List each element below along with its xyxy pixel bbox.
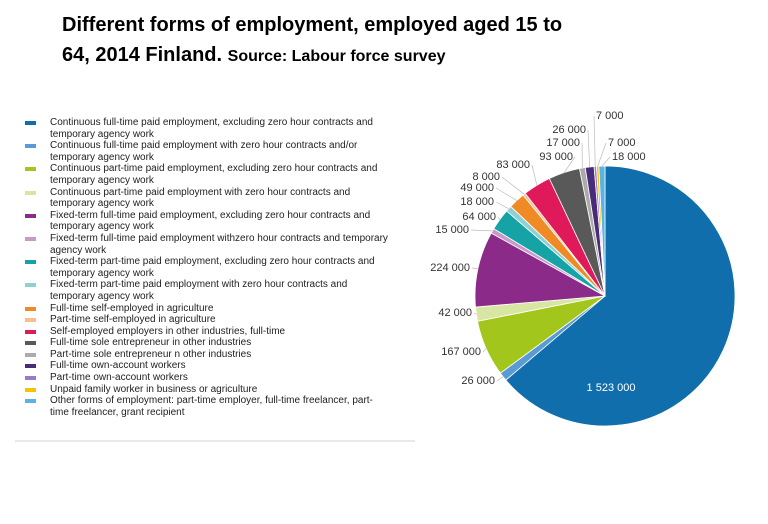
legend-item: Unpaid family worker in business or agri… [25, 384, 390, 396]
leader-line [495, 187, 517, 201]
pie-slice [474, 232, 607, 308]
pie-slice [505, 165, 736, 427]
data-label: 18 000 [460, 196, 494, 208]
legend-label: Full-time self-employed in agriculture [50, 302, 214, 314]
data-label: 7 000 [608, 137, 636, 149]
leader-line [587, 129, 590, 167]
chart-title: Different forms of employment, employed … [62, 14, 563, 66]
legend-label: Continuous full-time paid employment, ex… [50, 117, 373, 140]
data-label: 17 000 [546, 137, 580, 149]
legend-swatch [25, 190, 36, 195]
legend-label: Other forms of employment: part-time emp… [50, 395, 373, 418]
data-label: 1 523 000 [587, 382, 636, 394]
legend-label: Fixed-term part-time paid employment wit… [50, 279, 348, 302]
legend-swatch [25, 341, 36, 346]
data-label: 93 000 [539, 151, 573, 163]
data-label: 167 000 [441, 346, 481, 358]
legend: Continuous full-time paid employment, ex… [25, 117, 390, 418]
legend-item: Fixed-term part-time paid employment, ex… [25, 256, 390, 279]
legend-item: Part-time own-account workers [25, 372, 390, 384]
legend-item: Full-time sole entrepreneur in other ind… [25, 337, 390, 349]
leader-line [597, 142, 607, 167]
data-label: 224 000 [430, 262, 470, 274]
legend-swatch [25, 260, 36, 265]
legend-label: Fixed-term part-time paid employment, ex… [50, 256, 375, 279]
leader-line [601, 156, 611, 167]
data-label: 18 000 [612, 151, 646, 163]
legend-swatch [25, 144, 36, 149]
legend-swatch [25, 352, 36, 357]
data-label: 15 000 [435, 224, 469, 236]
leader-line [495, 201, 509, 210]
legend-label: Full-time own-account workers [50, 360, 186, 372]
leader-line [593, 115, 596, 167]
legend-label: Continuous part-time paid employment wit… [50, 186, 351, 210]
leader-line [531, 164, 538, 186]
legend-item: Full-time self-employed in agriculture [25, 303, 390, 315]
legend-item: Full-time own-account workers [25, 360, 390, 372]
legend-item: Continuous part-time paid employment wit… [25, 187, 390, 210]
legend-item: Fixed-term full-time paid employment, ex… [25, 210, 390, 233]
leader-line [470, 229, 493, 232]
chart-title-block: Different forms of employment, employed … [62, 10, 582, 72]
legend-swatch [25, 236, 36, 241]
legend-swatch [25, 318, 36, 323]
legend-label: Fixed-term full-time paid employment, ex… [50, 209, 371, 233]
data-label: 26 000 [552, 124, 586, 136]
legend-swatch [25, 399, 36, 404]
legend-item: Part-time sole entrepreneur n other indu… [25, 349, 390, 361]
legend-item: Fixed-term part-time paid employment wit… [25, 279, 390, 302]
legend-label: Part-time sole entrepreneur n other indu… [50, 348, 252, 360]
divider [15, 440, 415, 442]
legend-label: Continuous part-time paid employment, ex… [50, 163, 378, 186]
leader-line [482, 348, 487, 353]
leader-line [473, 312, 477, 315]
data-label: 7 000 [596, 110, 624, 122]
legend-label: Part-time self-employed in agriculture [50, 314, 216, 326]
legend-label: Self-employed employers in other industr… [50, 325, 286, 337]
legend-swatch [25, 329, 36, 334]
leader-line [497, 216, 501, 220]
legend-label: Continuous full-time paid employment wit… [50, 140, 358, 163]
legend-item: Continuous full-time paid employment, ex… [25, 117, 390, 140]
legend-swatch [25, 121, 36, 125]
leader-line [563, 156, 576, 173]
legend-swatch [25, 387, 36, 392]
legend-label: Part-time own-account workers [50, 372, 188, 384]
leader-line [496, 376, 504, 382]
data-label: 42 000 [438, 307, 472, 319]
legend-swatch [25, 364, 36, 369]
data-label: 83 000 [496, 159, 530, 171]
leader-line [501, 176, 525, 195]
data-label: 49 000 [460, 182, 494, 194]
legend-item: Other forms of employment: part-time emp… [25, 395, 390, 418]
legend-label: Full-time sole entrepreneur in other ind… [50, 337, 252, 349]
legend-swatch [25, 213, 36, 218]
legend-item: Self-employed employers in other industr… [25, 326, 390, 338]
legend-swatch [25, 167, 36, 172]
legend-item: Part-time self-employed in agriculture [25, 314, 390, 326]
legend-item: Continuous full-time paid employment wit… [25, 140, 390, 163]
chart-subtitle: Source: Labour force survey [227, 48, 446, 65]
legend-swatch [25, 306, 36, 311]
data-label: 26 000 [461, 375, 495, 387]
data-label: 8 000 [472, 171, 500, 183]
legend-swatch [25, 376, 36, 381]
legend-item: Fixed-term full-time paid employment wit… [25, 233, 390, 256]
legend-item: Continuous part-time paid employment, ex… [25, 163, 390, 186]
legend-label: Fixed-term full-time paid employment wit… [50, 232, 388, 256]
legend-swatch [25, 283, 36, 288]
data-label: 64 000 [462, 211, 496, 223]
legend-label: Unpaid family worker in business or agri… [50, 383, 258, 395]
leader-line [471, 267, 478, 270]
